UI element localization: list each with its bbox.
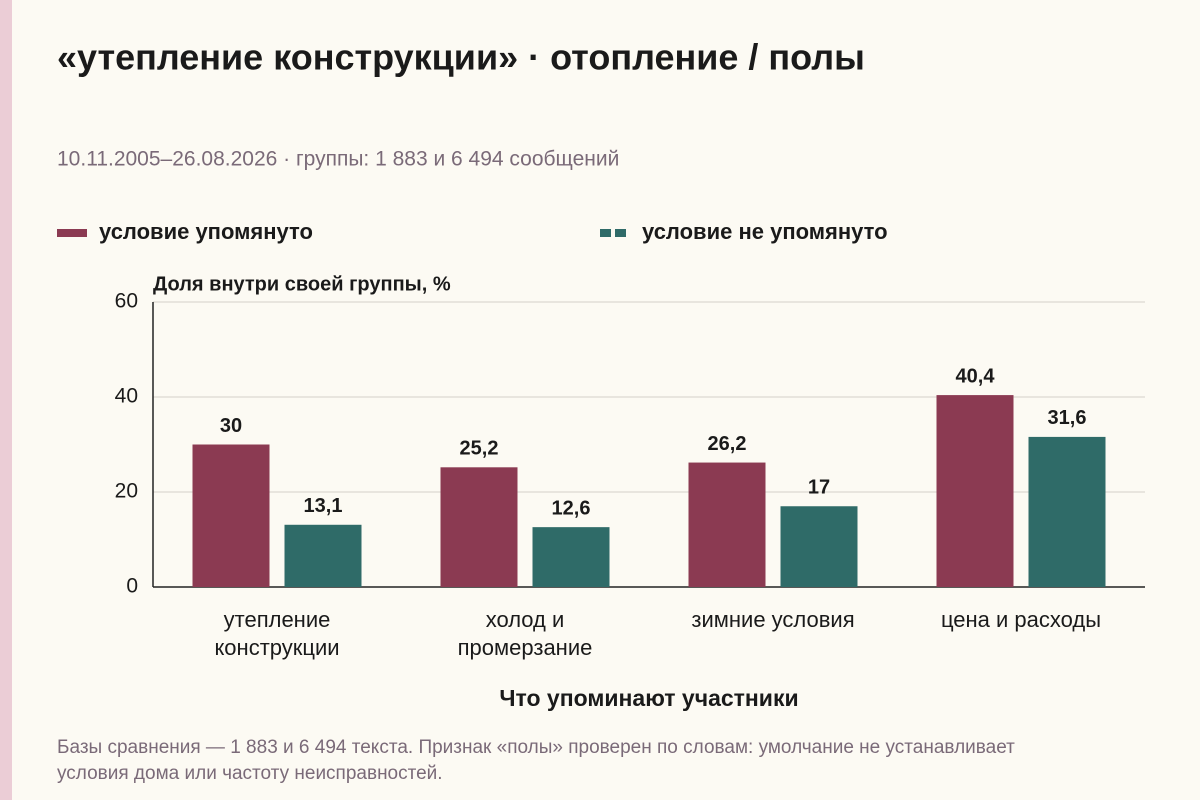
x-tick-label: холод и промерзание [458, 607, 593, 660]
bar [1028, 436, 1106, 587]
value-label: 40,4 [956, 365, 996, 387]
y-tick-label: 40 [115, 385, 138, 408]
value-label: 30 [220, 415, 242, 437]
bar [936, 395, 1014, 587]
legend-label: условие упомянуто [99, 219, 313, 244]
value-label: 25,2 [460, 438, 499, 460]
chart-subtitle: 10.11.2005–26.08.2026 · группы: 1 883 и … [57, 148, 619, 171]
bar [688, 462, 766, 587]
bar [192, 444, 270, 587]
y-tick-label: 0 [126, 575, 138, 598]
bar [532, 527, 610, 587]
side-strip [0, 0, 12, 800]
x-tick-label: цена и расходы [941, 607, 1101, 632]
value-label: 17 [808, 477, 830, 499]
x-tick-label: зимние условия [691, 607, 854, 632]
x-tick-label: утепление конструкции [214, 607, 339, 660]
footnote: Базы сравнения — 1 883 и 6 494 текста. П… [57, 737, 1015, 784]
value-label: 31,6 [1048, 407, 1087, 429]
legend-label: условие не упомянуто [642, 219, 888, 244]
value-label: 12,6 [552, 497, 591, 519]
legend-swatch [57, 229, 87, 237]
value-label: 13,1 [304, 495, 343, 517]
bar [780, 506, 858, 587]
y-axis-label: Доля внутри своей группы, % [153, 273, 451, 295]
bar [440, 467, 518, 587]
y-tick-label: 20 [115, 480, 138, 503]
y-tick-label: 60 [115, 290, 138, 313]
chart-title: «утепление конструкции» · отопление / по… [57, 37, 865, 78]
x-axis-label: Что упоминают участники [499, 685, 798, 711]
value-label: 26,2 [708, 433, 747, 455]
bar [284, 524, 362, 587]
